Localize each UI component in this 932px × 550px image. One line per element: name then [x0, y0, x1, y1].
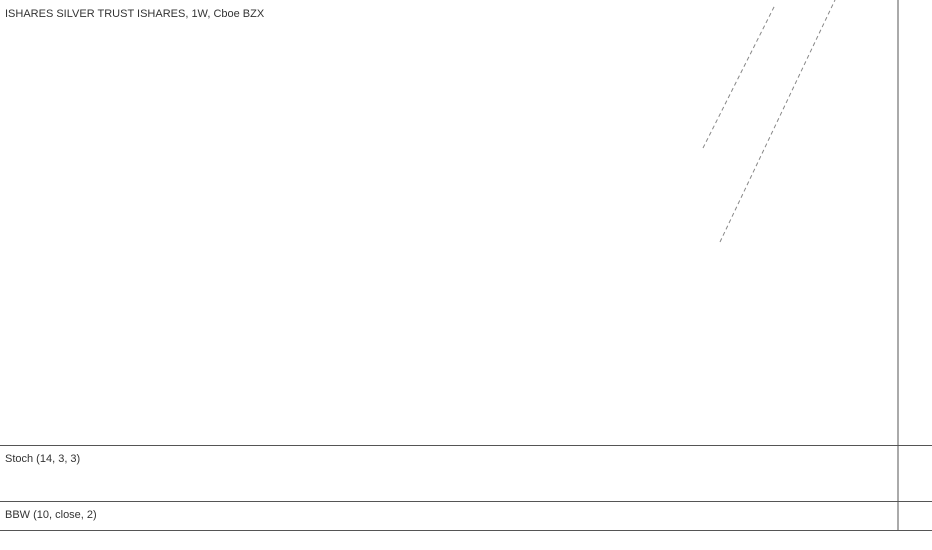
indicator-title: BBW (10, close, 2)	[5, 509, 97, 521]
trend-line	[719, 0, 836, 243]
trend-line	[702, 4, 776, 149]
text-layer: ISHARES SILVER TRUST ISHARES, 1W, Cboe B…	[5, 8, 265, 521]
indicator-title: Stoch (14, 3, 3)	[5, 453, 80, 465]
chart-title: ISHARES SILVER TRUST ISHARES, 1W, Cboe B…	[5, 8, 265, 20]
